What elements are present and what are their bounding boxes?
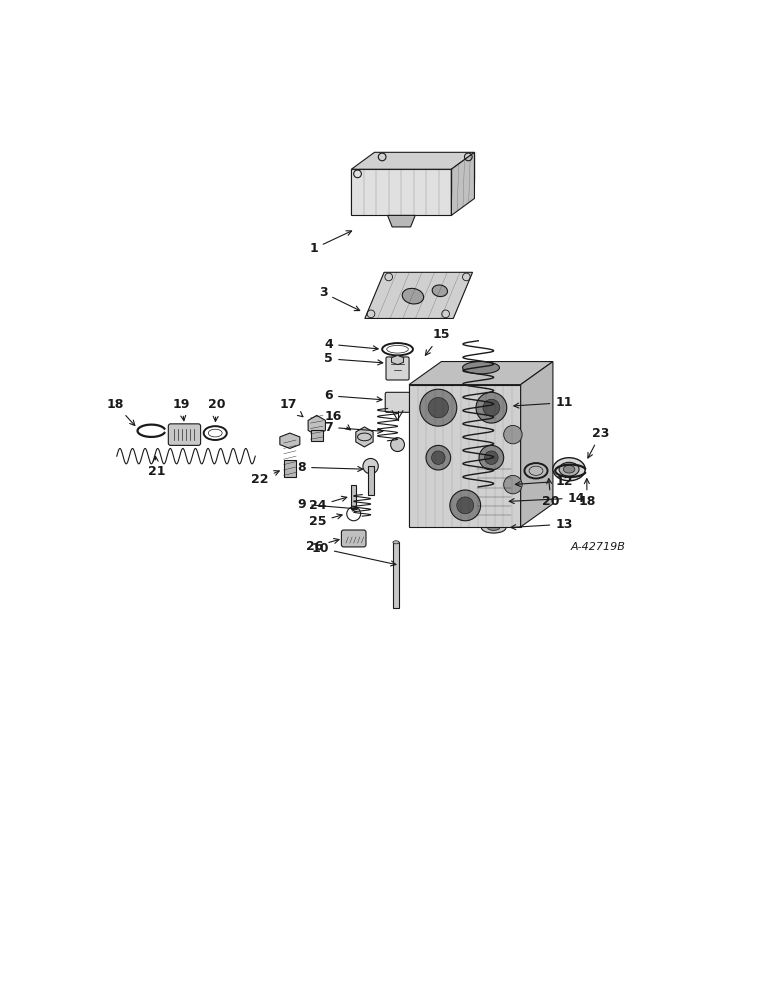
- FancyBboxPatch shape: [168, 424, 201, 445]
- Text: 26: 26: [306, 539, 339, 553]
- Bar: [367, 466, 374, 495]
- Text: A-42719B: A-42719B: [571, 542, 625, 552]
- Circle shape: [363, 458, 378, 474]
- Text: 8: 8: [297, 461, 363, 474]
- Polygon shape: [388, 215, 415, 227]
- Polygon shape: [308, 415, 326, 435]
- Polygon shape: [520, 362, 553, 527]
- Polygon shape: [391, 355, 404, 365]
- Circle shape: [432, 451, 445, 464]
- Text: 19: 19: [173, 398, 191, 421]
- Ellipse shape: [402, 288, 424, 304]
- Circle shape: [476, 392, 506, 423]
- Text: 5: 5: [324, 352, 383, 365]
- Bar: [477, 463, 510, 522]
- Text: 15: 15: [425, 328, 449, 355]
- Text: 20: 20: [542, 479, 560, 508]
- Circle shape: [483, 399, 499, 416]
- FancyBboxPatch shape: [386, 357, 409, 380]
- Text: 12: 12: [516, 475, 573, 488]
- Polygon shape: [365, 272, 472, 318]
- Circle shape: [426, 445, 451, 470]
- Text: 20: 20: [208, 398, 225, 421]
- Circle shape: [428, 398, 449, 418]
- Bar: [310, 430, 323, 441]
- Text: 17: 17: [279, 398, 303, 417]
- Text: 4: 4: [324, 338, 378, 351]
- Ellipse shape: [393, 541, 399, 544]
- FancyBboxPatch shape: [341, 530, 366, 547]
- Ellipse shape: [564, 465, 575, 473]
- Ellipse shape: [553, 458, 585, 481]
- Ellipse shape: [477, 517, 510, 527]
- Ellipse shape: [495, 485, 504, 489]
- Circle shape: [420, 389, 457, 426]
- Text: 22: 22: [252, 471, 279, 486]
- Ellipse shape: [488, 525, 499, 530]
- Text: 13: 13: [511, 518, 573, 531]
- Text: 14: 14: [510, 492, 585, 505]
- Text: 18: 18: [578, 479, 596, 508]
- Text: 18: 18: [107, 398, 135, 425]
- Polygon shape: [351, 169, 452, 215]
- Ellipse shape: [477, 458, 510, 468]
- Ellipse shape: [432, 285, 448, 297]
- Polygon shape: [280, 433, 300, 448]
- Text: 24: 24: [309, 496, 347, 512]
- Text: 25: 25: [309, 514, 342, 528]
- Polygon shape: [409, 385, 520, 527]
- Text: 16: 16: [324, 410, 350, 430]
- Bar: [495, 487, 504, 524]
- Text: 11: 11: [514, 396, 573, 409]
- Text: 9: 9: [297, 498, 357, 511]
- Text: 1: 1: [309, 231, 351, 255]
- Ellipse shape: [559, 462, 579, 476]
- Text: 7: 7: [324, 421, 383, 434]
- Bar: [393, 542, 399, 608]
- Polygon shape: [452, 152, 475, 215]
- Circle shape: [503, 475, 522, 494]
- Text: 3: 3: [319, 286, 360, 311]
- FancyBboxPatch shape: [385, 392, 410, 412]
- Polygon shape: [356, 427, 373, 447]
- Polygon shape: [351, 152, 475, 169]
- Bar: [283, 460, 296, 477]
- Ellipse shape: [482, 522, 506, 533]
- Text: 6: 6: [324, 389, 382, 402]
- Circle shape: [485, 451, 498, 464]
- Text: 21: 21: [147, 456, 165, 478]
- Circle shape: [450, 490, 481, 521]
- Circle shape: [457, 497, 474, 514]
- Bar: [351, 485, 356, 509]
- Circle shape: [503, 425, 522, 444]
- Circle shape: [391, 438, 405, 452]
- Text: 23: 23: [587, 427, 610, 458]
- Circle shape: [479, 445, 503, 470]
- Text: 10: 10: [311, 542, 396, 566]
- Ellipse shape: [462, 362, 499, 374]
- Polygon shape: [409, 362, 553, 385]
